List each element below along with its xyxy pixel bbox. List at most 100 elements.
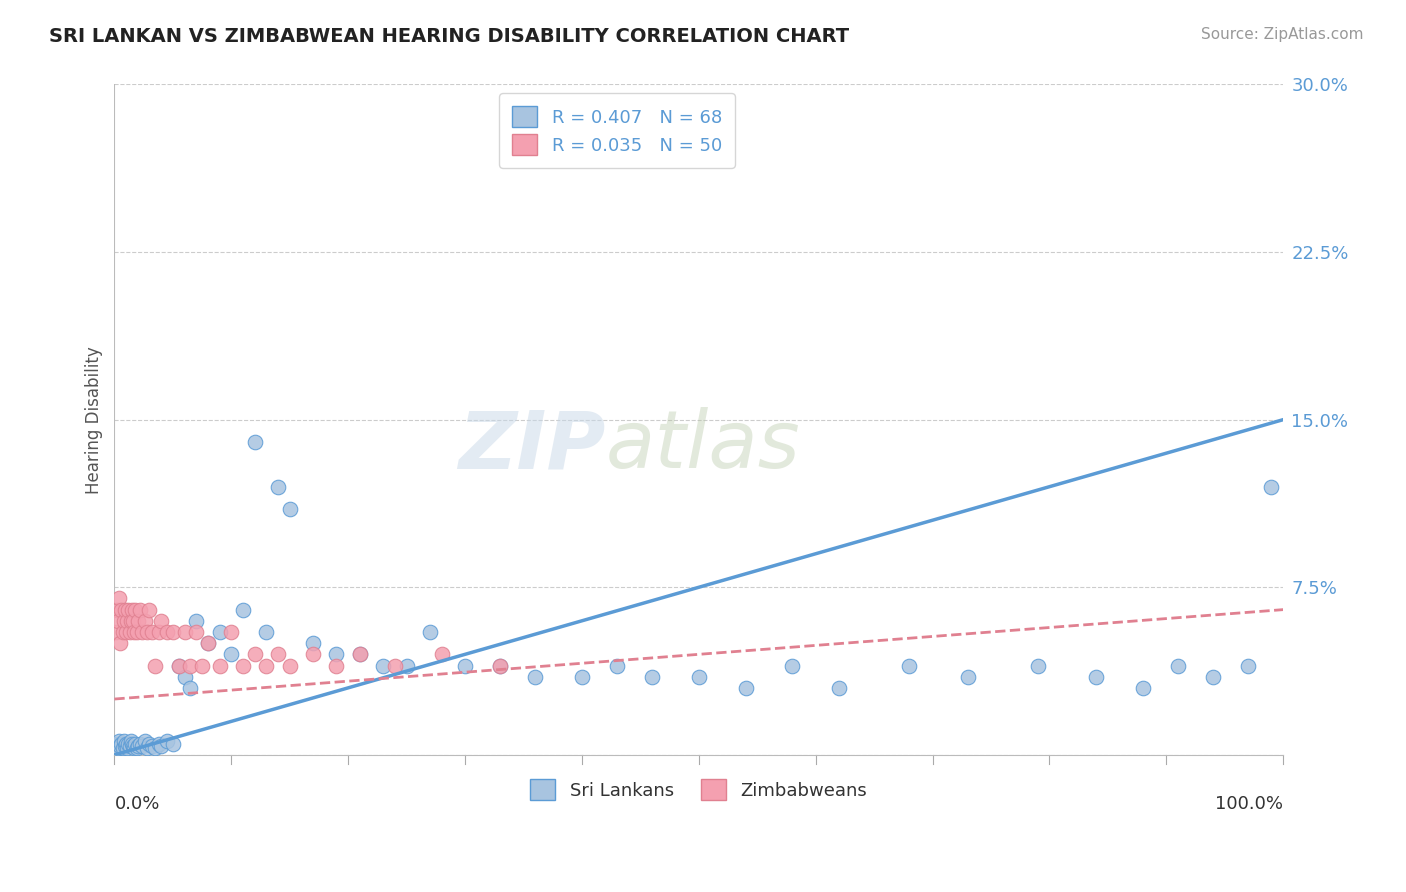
Point (219, 648, 242, 662)
Point (1260, 480, 1282, 494)
Point (167, 658, 190, 673)
Point (384, 658, 406, 673)
Point (232, 602, 254, 616)
Point (107, 614, 129, 628)
Point (138, 602, 160, 616)
Point (208, 658, 231, 673)
Point (124, 625, 146, 640)
Point (489, 658, 512, 673)
Point (127, 614, 149, 628)
Point (419, 625, 441, 640)
Point (278, 502, 301, 516)
Point (1237, 658, 1260, 673)
Point (454, 658, 477, 673)
Point (115, 625, 138, 640)
Point (131, 625, 153, 640)
Point (156, 625, 179, 640)
Point (104, 739, 127, 753)
Point (108, 591, 131, 606)
Point (110, 602, 132, 616)
Point (111, 625, 134, 640)
Point (136, 741, 159, 756)
Point (110, 636, 132, 650)
Point (110, 737, 132, 751)
Point (148, 737, 170, 751)
Point (828, 681, 851, 695)
Point (254, 625, 277, 640)
Point (325, 658, 347, 673)
Text: SRI LANKAN VS ZIMBABWEAN HEARING DISABILITY CORRELATION CHART: SRI LANKAN VS ZIMBABWEAN HEARING DISABIL… (49, 27, 849, 45)
Point (150, 614, 173, 628)
Point (267, 648, 290, 662)
Point (129, 602, 152, 616)
Point (167, 658, 190, 673)
Point (134, 734, 156, 748)
Point (143, 658, 166, 673)
Point (141, 625, 163, 640)
Point (430, 648, 453, 662)
Point (148, 625, 170, 640)
Point (112, 734, 135, 748)
Point (131, 739, 153, 753)
Point (1132, 681, 1154, 695)
Point (606, 658, 628, 673)
Text: 0.0%: 0.0% (114, 795, 160, 814)
Point (117, 602, 139, 616)
Point (121, 602, 143, 616)
Point (232, 658, 254, 673)
Point (186, 625, 208, 640)
Point (395, 658, 418, 673)
Point (114, 602, 136, 616)
Point (688, 670, 710, 684)
Point (267, 480, 290, 494)
Point (107, 741, 129, 756)
Point (125, 741, 148, 756)
Point (124, 741, 146, 756)
Point (179, 658, 201, 673)
Point (134, 614, 156, 628)
Point (124, 737, 146, 751)
Point (278, 658, 301, 673)
Point (191, 658, 214, 673)
Point (143, 741, 166, 756)
Point (111, 741, 134, 756)
Point (254, 658, 277, 673)
Point (114, 739, 136, 753)
Point (125, 625, 148, 640)
Point (124, 602, 146, 616)
Point (956, 670, 979, 684)
Point (156, 734, 179, 748)
Point (115, 737, 138, 751)
Point (122, 739, 145, 753)
Point (120, 614, 142, 628)
Point (112, 614, 135, 628)
Y-axis label: Hearing Disability: Hearing Disability (86, 346, 103, 493)
Point (734, 681, 756, 695)
Point (117, 614, 139, 628)
Point (524, 670, 547, 684)
Point (197, 636, 219, 650)
Point (117, 737, 139, 751)
Text: atlas: atlas (605, 408, 800, 485)
Point (162, 625, 184, 640)
Point (141, 739, 163, 753)
Text: 100.0%: 100.0% (1215, 795, 1284, 814)
Point (118, 625, 141, 640)
Point (243, 435, 266, 450)
Point (173, 670, 195, 684)
Point (208, 625, 231, 640)
Point (186, 614, 208, 628)
Point (373, 658, 395, 673)
Point (571, 670, 593, 684)
Point (325, 648, 347, 662)
Point (302, 648, 325, 662)
Point (105, 737, 128, 751)
Point (243, 648, 266, 662)
Point (1202, 670, 1225, 684)
Point (105, 602, 128, 616)
Legend: Sri Lankans, Zimbabweans: Sri Lankans, Zimbabweans (517, 767, 880, 813)
Point (120, 734, 142, 748)
Point (641, 670, 664, 684)
Point (104, 625, 127, 640)
Point (127, 739, 149, 753)
